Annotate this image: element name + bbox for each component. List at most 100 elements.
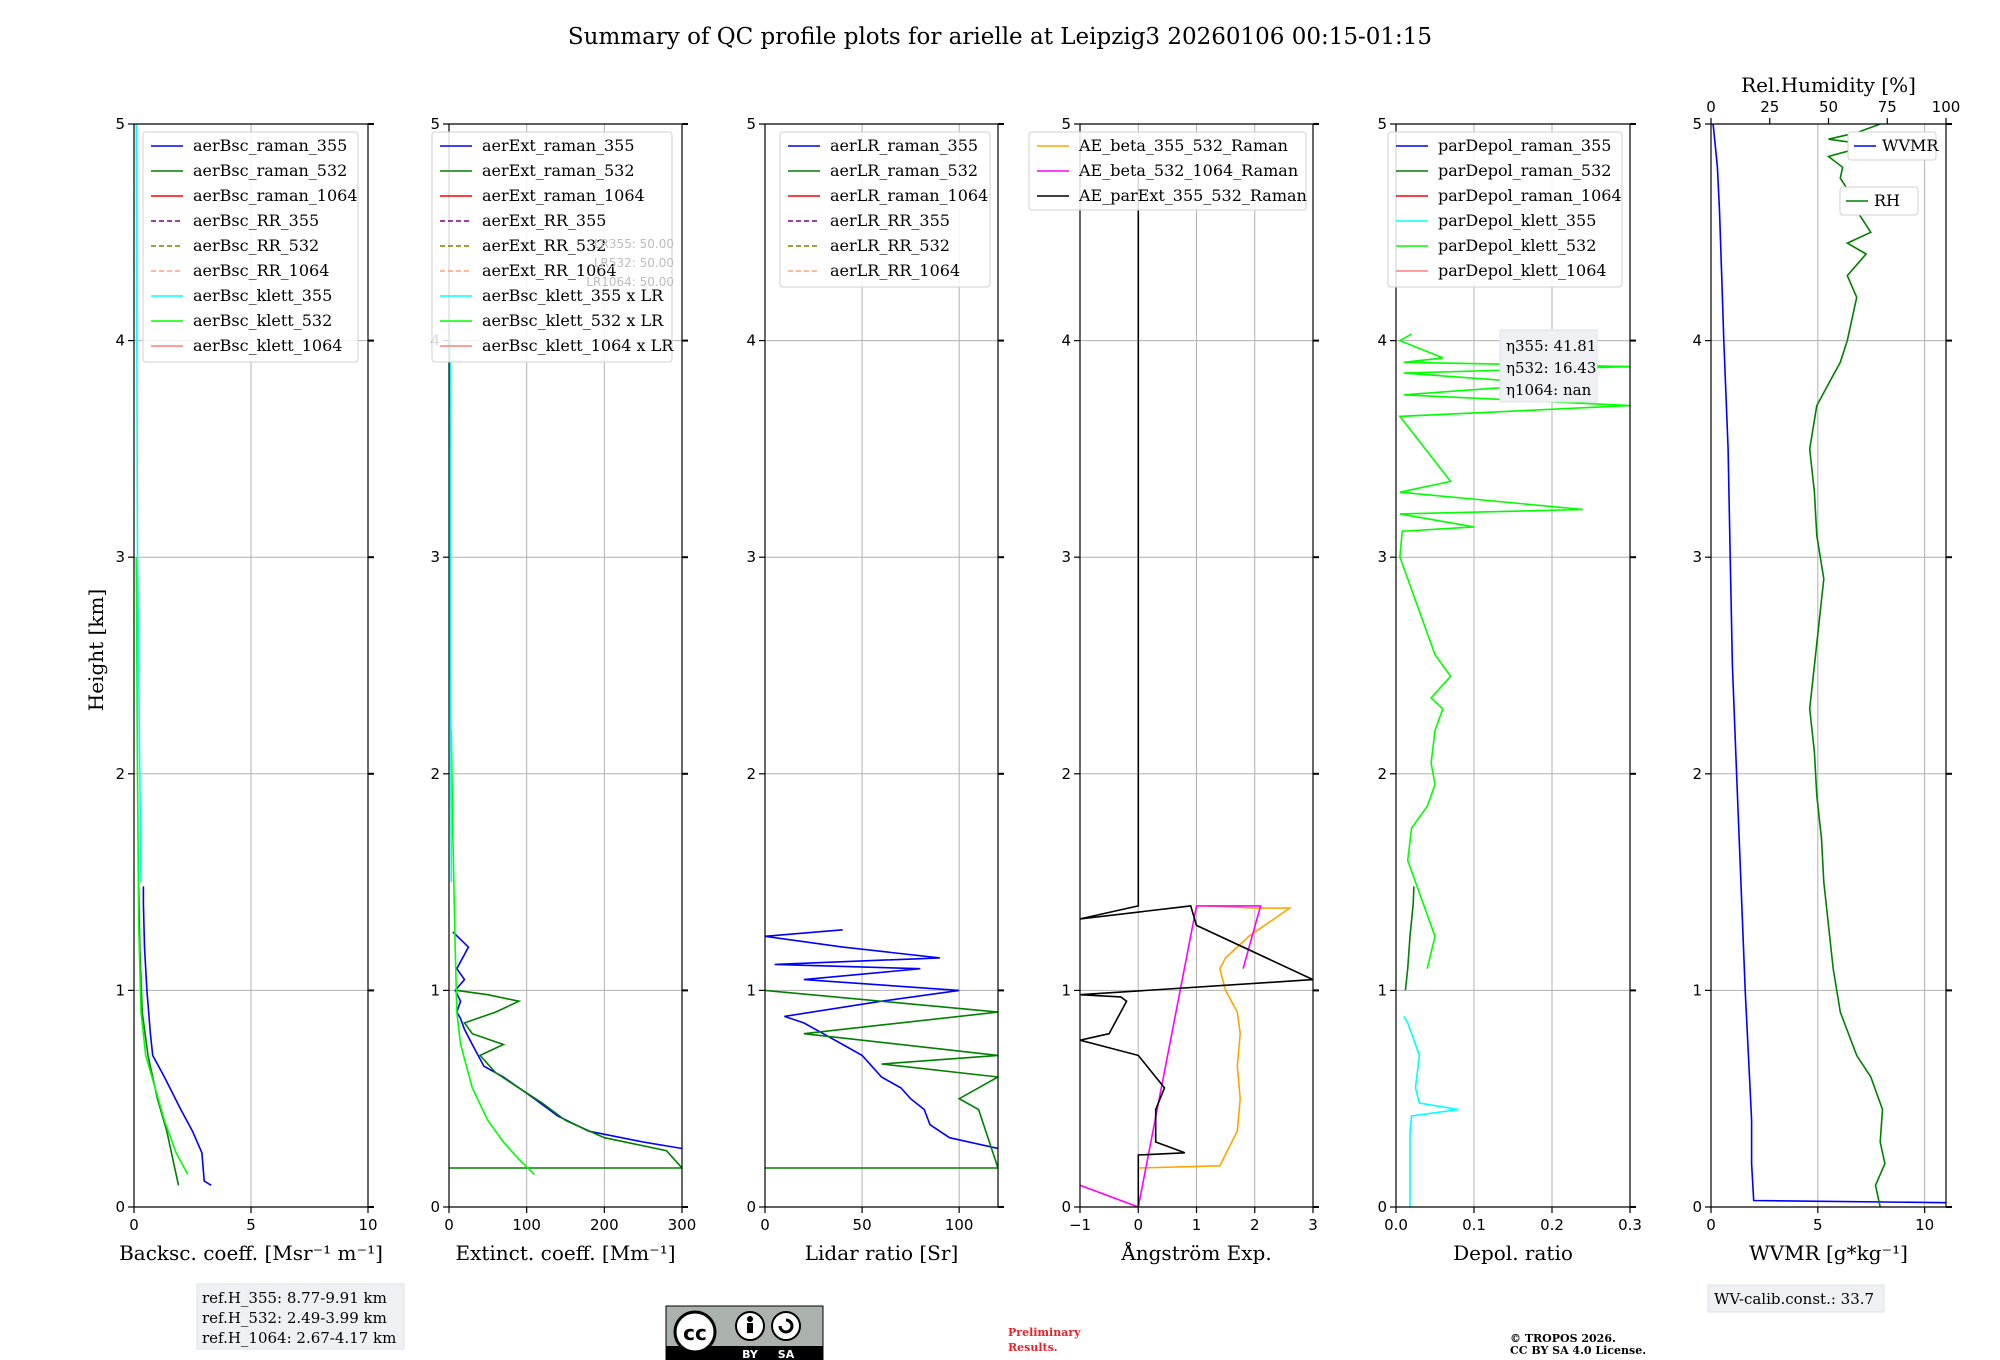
wv-calib-box: WV-calib.const.: 33.7 xyxy=(1707,1284,1885,1313)
legend-wvmr: WVMR xyxy=(1847,131,1939,161)
series-parDepol_klett_532 xyxy=(1398,333,1630,969)
series-aerBsc_klett_355 x LR xyxy=(449,340,453,883)
legend-label: aerBsc_RR_1064 xyxy=(193,261,329,280)
legend-label: aerBsc_klett_532 xyxy=(193,311,332,330)
legend-label: aerBsc_klett_1064 x LR xyxy=(482,336,674,355)
y-tick-label: 0 xyxy=(1061,1198,1071,1216)
x-tick-label: 0.0 xyxy=(1384,1216,1408,1234)
legend-label: parDepol_raman_355 xyxy=(1438,136,1611,155)
series-aerLR_raman_355 xyxy=(765,929,998,1150)
series-group xyxy=(765,929,998,1169)
y-tick-label: 2 xyxy=(746,765,756,783)
y-tick-label: 0 xyxy=(1377,1198,1387,1216)
sa-icon xyxy=(771,1311,801,1341)
y-tick-label: 1 xyxy=(115,981,125,999)
legend-label: RH xyxy=(1874,191,1900,210)
legend-label: aerExt_RR_355 xyxy=(482,211,606,230)
y-tick-label: 5 xyxy=(1692,115,1702,133)
series-aerBsc_raman_355 xyxy=(142,886,212,1186)
ref-height-box: ref.H_355: 8.77-9.91 km ref.H_532: 2.49-… xyxy=(196,1283,405,1350)
legend-lr: aerLR_raman_355 aerLR_raman_532 aerLR_rama… xyxy=(779,131,991,288)
panel-pdr: 0 1 2 3 4 5 0.0 0.1 0.2 0.3 Depol. ratio parDepol_r… xyxy=(1377,115,1641,1265)
y-tick-label: 1 xyxy=(1377,981,1387,999)
top-tick-label: 50 xyxy=(1819,98,1838,116)
legend-label: aerLR_raman_532 xyxy=(830,161,978,180)
legend-pdr: parDepol_raman_355 parDepol_raman_532 parD… xyxy=(1387,131,1623,288)
legend-box xyxy=(1387,131,1623,288)
legend-label: aerBsc_RR_532 xyxy=(193,236,319,255)
series-group xyxy=(1398,333,1630,1207)
x-tick-label: 0.1 xyxy=(1462,1216,1486,1234)
y-tick-label: 5 xyxy=(430,115,440,133)
series-AE_beta_532_1064_Raman xyxy=(1080,905,1262,1207)
y-tick-label: 0 xyxy=(430,1198,440,1216)
ref-height-532: ref.H_532: 2.49-3.99 km xyxy=(202,1309,387,1327)
eta-bg xyxy=(1499,329,1598,403)
legend-label: aerExt_raman_355 xyxy=(482,136,635,155)
legend-label: aerExt_RR_1064 xyxy=(482,261,617,280)
series-aerExt_raman_532 xyxy=(449,989,682,1169)
legend-label: parDepol_klett_1064 xyxy=(1438,261,1607,280)
legend-ext: aerExt_raman_355 aerExt_raman_532 aerExt_r… xyxy=(431,131,674,363)
x-tick-label: 0 xyxy=(129,1216,139,1234)
legend-label: AE_beta_355_532_Raman xyxy=(1078,136,1288,155)
series-group xyxy=(1712,124,1946,1207)
x-axis-label-pdr: Depol. ratio xyxy=(1453,1241,1573,1265)
series-group xyxy=(449,340,682,1176)
y-tick-label: 3 xyxy=(1692,548,1702,566)
legend-rh: RH xyxy=(1839,186,1919,216)
legend-label: aerBsc_klett_355 xyxy=(193,286,332,305)
eta-value: η532: 16.43 xyxy=(1506,359,1596,377)
x-tick-label: 200 xyxy=(590,1216,619,1234)
eta-value: η355: 41.81 xyxy=(1506,337,1596,355)
legend-ae: AE_beta_355_532_Raman AE_beta_532_1064_Ra… xyxy=(1028,131,1307,211)
legend-label: aerExt_raman_1064 xyxy=(482,186,645,205)
x-tick-label: 100 xyxy=(945,1216,974,1234)
legend-label: aerBsc_raman_1064 xyxy=(193,186,358,205)
y-tick-label: 1 xyxy=(1061,981,1071,999)
y-tick-label: 5 xyxy=(115,115,125,133)
x-tick-label: −1 xyxy=(1069,1216,1091,1234)
x-tick-label: 50 xyxy=(853,1216,872,1234)
legend-box xyxy=(1847,131,1937,161)
y-tick-label: 2 xyxy=(115,765,125,783)
top-tick-label: 100 xyxy=(1932,98,1961,116)
legend-bsc: aerBsc_raman_355 aerBsc_raman_532 aerBsc_r… xyxy=(142,131,359,363)
y-tick-label: 0 xyxy=(746,1198,756,1216)
legend-label: aerLR_RR_532 xyxy=(830,236,950,255)
y-tick-label: 4 xyxy=(1692,332,1702,350)
legend-label: AE_beta_532_1064_Raman xyxy=(1078,161,1298,180)
legend-box xyxy=(1839,186,1919,216)
calib-bg xyxy=(1707,1284,1885,1313)
series-aerBsc_klett_532 x LR xyxy=(450,730,535,1176)
series-aerBsc_klett_532 xyxy=(135,557,189,1175)
legend-box xyxy=(142,131,359,363)
x-tick-label: 3 xyxy=(1308,1216,1318,1234)
legend-label: parDepol_raman_532 xyxy=(1438,161,1611,180)
y-tick-label: 0 xyxy=(1692,1198,1702,1216)
copyright-note: © TROPOS 2026. CC BY SA 4.0 License. xyxy=(1510,1332,1646,1357)
x-tick-label: 10 xyxy=(358,1216,377,1234)
legend-box xyxy=(431,131,673,363)
legend-label: aerBsc_klett_1064 xyxy=(193,336,342,355)
cc-sa-label: SA xyxy=(778,1348,795,1360)
top-tick-label: 25 xyxy=(1760,98,1779,116)
series-parDepol_raman_532 xyxy=(1404,886,1415,991)
panel-ext: 0123450100200300Extinct. coeff. [Mm⁻¹]ae… xyxy=(430,115,696,1265)
y-tick-label: 2 xyxy=(1377,765,1387,783)
ref-height-1064: ref.H_1064: 2.67-4.17 km xyxy=(202,1329,396,1347)
legend-label: aerBsc_klett_355 x LR xyxy=(482,286,664,305)
x-axis-label-ae: Ångström Exp. xyxy=(1120,1240,1271,1265)
legend-box xyxy=(779,131,991,288)
legend-label: aerExt_RR_532 xyxy=(482,236,606,255)
series-aerLR_raman_532 xyxy=(765,989,998,1169)
y-tick-label: 1 xyxy=(1692,981,1702,999)
legend-label: aerLR_RR_355 xyxy=(830,211,950,230)
wv-calib-value: WV-calib.const.: 33.7 xyxy=(1714,1290,1874,1308)
y-tick-label: 2 xyxy=(430,765,440,783)
legend-label: aerBsc_RR_355 xyxy=(193,211,319,230)
series-RH xyxy=(1808,124,1886,1207)
